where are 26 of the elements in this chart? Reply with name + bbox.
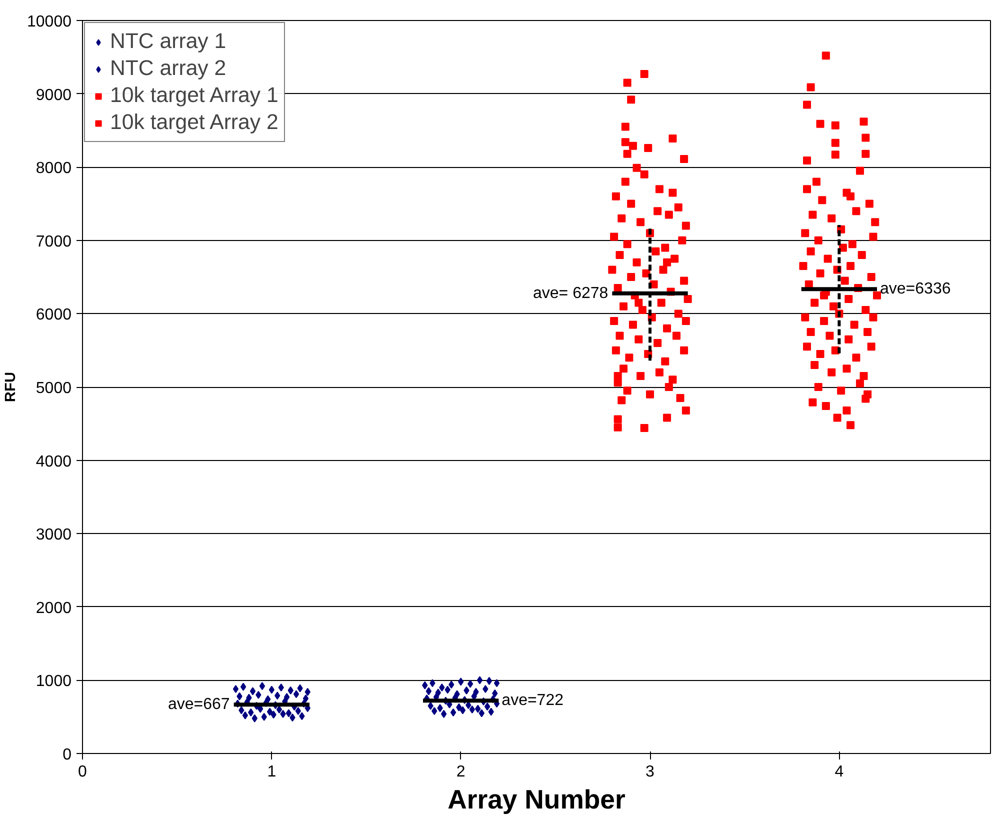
y-tick-label: 10000	[27, 14, 72, 30]
y-tick-label: 2000	[36, 600, 72, 617]
x-tick-label: 1	[267, 764, 276, 780]
y-axis-title: RFU	[3, 372, 20, 402]
y-tick-label: 0	[62, 746, 72, 764]
x-axis-title: Array Number	[448, 784, 626, 814]
y-tick-label: 9000	[36, 86, 72, 104]
x-tick-label: 2	[456, 764, 466, 780]
annotation: ave=667	[168, 696, 230, 714]
legend-label: NTC array 2	[110, 56, 226, 81]
y-tick-label: 5000	[36, 380, 72, 397]
legend-label: 10k target Array 2	[110, 110, 278, 135]
annotation: ave= 6278	[532, 284, 608, 302]
legend-label: NTC array 1	[110, 29, 226, 54]
x-tick-label: 4	[834, 764, 844, 780]
y-tick-label: 3000	[36, 526, 72, 544]
x-tick-label: 3	[646, 764, 655, 780]
y-tick-label: 6000	[36, 306, 72, 324]
y-tick-label: 8000	[36, 160, 72, 178]
y-tick-label: 1000	[36, 673, 72, 690]
annotation: ave=722	[502, 692, 564, 710]
y-tick-label: 7000	[36, 233, 72, 250]
x-tick-label: 0	[78, 764, 88, 780]
annotation: ave=6336	[880, 280, 951, 298]
y-tick-label: 4000	[36, 453, 72, 470]
legend-label: 10k target Array 1	[110, 83, 278, 108]
